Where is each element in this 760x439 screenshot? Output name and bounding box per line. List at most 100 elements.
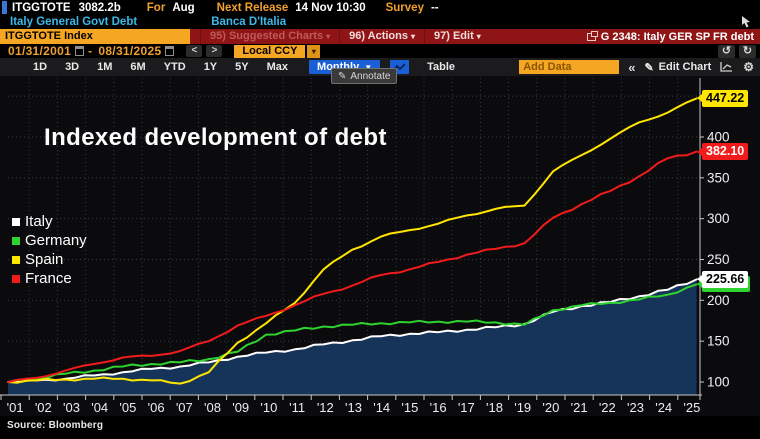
edit-chart-button[interactable]: Edit Chart — [658, 61, 712, 73]
svg-text:'01: '01 — [7, 400, 24, 415]
svg-text:'04: '04 — [91, 400, 108, 415]
start-date-input[interactable]: 01/31/2001 — [8, 44, 72, 58]
y-axis-labels: 100 150 200 250 300 350 400 — [707, 129, 730, 389]
chart-annotation-icon[interactable] — [720, 61, 734, 73]
for-label: For — [146, 1, 166, 14]
italy-last-value-badge: 225.66 — [696, 270, 749, 288]
svg-text:'18: '18 — [486, 400, 503, 415]
france-swatch — [12, 274, 20, 283]
chart-legend: Italy Germany Spain France — [12, 212, 87, 288]
range-button-1d[interactable]: 1D — [33, 61, 48, 73]
series-line-spain — [7, 97, 698, 385]
axes — [0, 78, 704, 400]
legend-item-spain[interactable]: Spain — [12, 250, 87, 269]
actions-menu[interactable]: 96) Actions ▾ — [339, 29, 424, 44]
function-menu-bar: ITGGTOTE Index 95) Suggested Charts ▾ 96)… — [0, 29, 760, 44]
table-view-button[interactable]: Table — [427, 61, 456, 73]
svg-text:200: 200 — [707, 293, 730, 308]
collapse-panel-button[interactable]: « — [628, 59, 636, 75]
svg-text:'09: '09 — [232, 400, 249, 415]
calendar-icon[interactable] — [75, 46, 85, 56]
security-description: Italy General Govt Debt — [10, 16, 138, 28]
svg-text:'17: '17 — [458, 400, 475, 415]
svg-text:'05: '05 — [119, 400, 136, 415]
edit-menu[interactable]: 97) Edit ▾ — [424, 29, 490, 44]
range-button-1y[interactable]: 1Y — [203, 61, 218, 73]
svg-text:'11: '11 — [289, 400, 305, 415]
pencil-icon: ✎ — [644, 61, 654, 74]
ticker-latest-value: 3082.2b — [78, 1, 121, 14]
pencil-icon: ✎ — [338, 70, 347, 82]
svg-text:'10: '10 — [260, 400, 277, 415]
svg-text:'13: '13 — [345, 400, 362, 415]
svg-text:'06: '06 — [148, 400, 165, 415]
gear-icon[interactable]: ⚙ — [743, 60, 754, 74]
ticker-symbol: ITGGTOTE — [12, 1, 71, 14]
svg-text:300: 300 — [707, 211, 730, 226]
calendar-icon[interactable] — [165, 46, 175, 56]
chart-title: Indexed development of debt — [44, 124, 387, 151]
svg-text:'14: '14 — [373, 400, 390, 415]
security-description-bar: Italy General Govt Debt Banca D'Italia — [0, 15, 760, 29]
redo-icon[interactable]: ↻ — [739, 44, 756, 58]
svg-text:'15: '15 — [401, 400, 418, 415]
svg-text:'20: '20 — [542, 400, 559, 415]
legend-item-italy[interactable]: Italy — [12, 212, 87, 231]
svg-text:'23: '23 — [627, 400, 644, 415]
currency-dropdown-icon[interactable]: ▾ — [307, 44, 321, 58]
series-line-france — [7, 150, 698, 383]
security-header-bar: ITGGTOTE 3082.2b For Aug Next Release 14… — [0, 0, 760, 15]
range-button-5y[interactable]: 5Y — [235, 61, 249, 73]
end-date-input[interactable]: 08/31/2025 — [98, 44, 162, 58]
date-range-bar: 01/31/2001 - 08/31/2025 < > Local CCY ▾ … — [0, 44, 760, 58]
range-button-ytd[interactable]: YTD — [163, 61, 186, 73]
next-release-value: 14 Nov 10:30 — [295, 1, 366, 14]
legend-item-france[interactable]: France — [12, 269, 87, 288]
currency-select[interactable]: Local CCY — [234, 44, 306, 58]
svg-text:150: 150 — [707, 334, 730, 349]
svg-text:'02: '02 — [35, 400, 52, 415]
survey-value: -- — [430, 1, 439, 14]
add-data-input[interactable] — [519, 60, 620, 74]
source-attribution: Source: Bloomberg — [7, 420, 104, 431]
ticker-input-field[interactable]: ITGGTOTE Index — [0, 29, 190, 44]
next-release-label: Next Release — [216, 1, 289, 14]
chevron-down-icon: ▼ — [364, 62, 373, 72]
svg-text:100: 100 — [707, 375, 730, 390]
legend-label: Germany — [25, 232, 87, 249]
spain-swatch — [12, 255, 20, 264]
date-separator: - — [88, 44, 93, 58]
legend-item-germany[interactable]: Germany — [12, 231, 87, 250]
legend-label: France — [25, 270, 72, 287]
legend-label: Spain — [25, 251, 64, 268]
chart-panel: '01 '02 '03 '04 '05 '06 '07 '08 '09 '10 '11 '12 '13 '… — [0, 68, 760, 439]
shift-back-button[interactable]: < — [186, 45, 203, 57]
svg-text:'07: '07 — [176, 400, 193, 415]
spain-last-value-badge: 447.22 — [696, 89, 749, 107]
svg-text:'08: '08 — [204, 400, 221, 415]
svg-text:'24: '24 — [655, 400, 672, 415]
shift-forward-button[interactable]: > — [206, 45, 223, 57]
svg-text:'25: '25 — [683, 400, 700, 415]
svg-text:250: 250 — [707, 252, 730, 267]
range-button-max[interactable]: Max — [266, 61, 289, 73]
suggested-charts-menu[interactable]: 95) Suggested Charts ▾ — [200, 29, 339, 44]
window-accent-icon — [2, 1, 7, 14]
series-line-germany — [7, 283, 698, 383]
launch-chart-icon[interactable] — [586, 30, 598, 41]
debt-index-chart[interactable]: '01 '02 '03 '04 '05 '06 '07 '08 '09 '10 '11 '12 '13 '… — [0, 76, 760, 439]
annotate-button[interactable]: ✎ Annotate — [331, 68, 398, 84]
svg-text:400: 400 — [707, 129, 730, 144]
range-button-3d[interactable]: 3D — [65, 61, 80, 73]
svg-text:'16: '16 — [430, 400, 447, 415]
for-value: Aug — [172, 1, 195, 14]
survey-label: Survey — [385, 1, 424, 14]
svg-text:350: 350 — [707, 170, 730, 185]
svg-text:'03: '03 — [63, 400, 80, 415]
range-button-6m[interactable]: 6M — [130, 61, 146, 73]
range-button-1m[interactable]: 1M — [97, 61, 113, 73]
svg-text:'12: '12 — [317, 400, 334, 415]
undo-icon[interactable]: ↺ — [718, 44, 735, 58]
italy-swatch — [12, 217, 20, 226]
